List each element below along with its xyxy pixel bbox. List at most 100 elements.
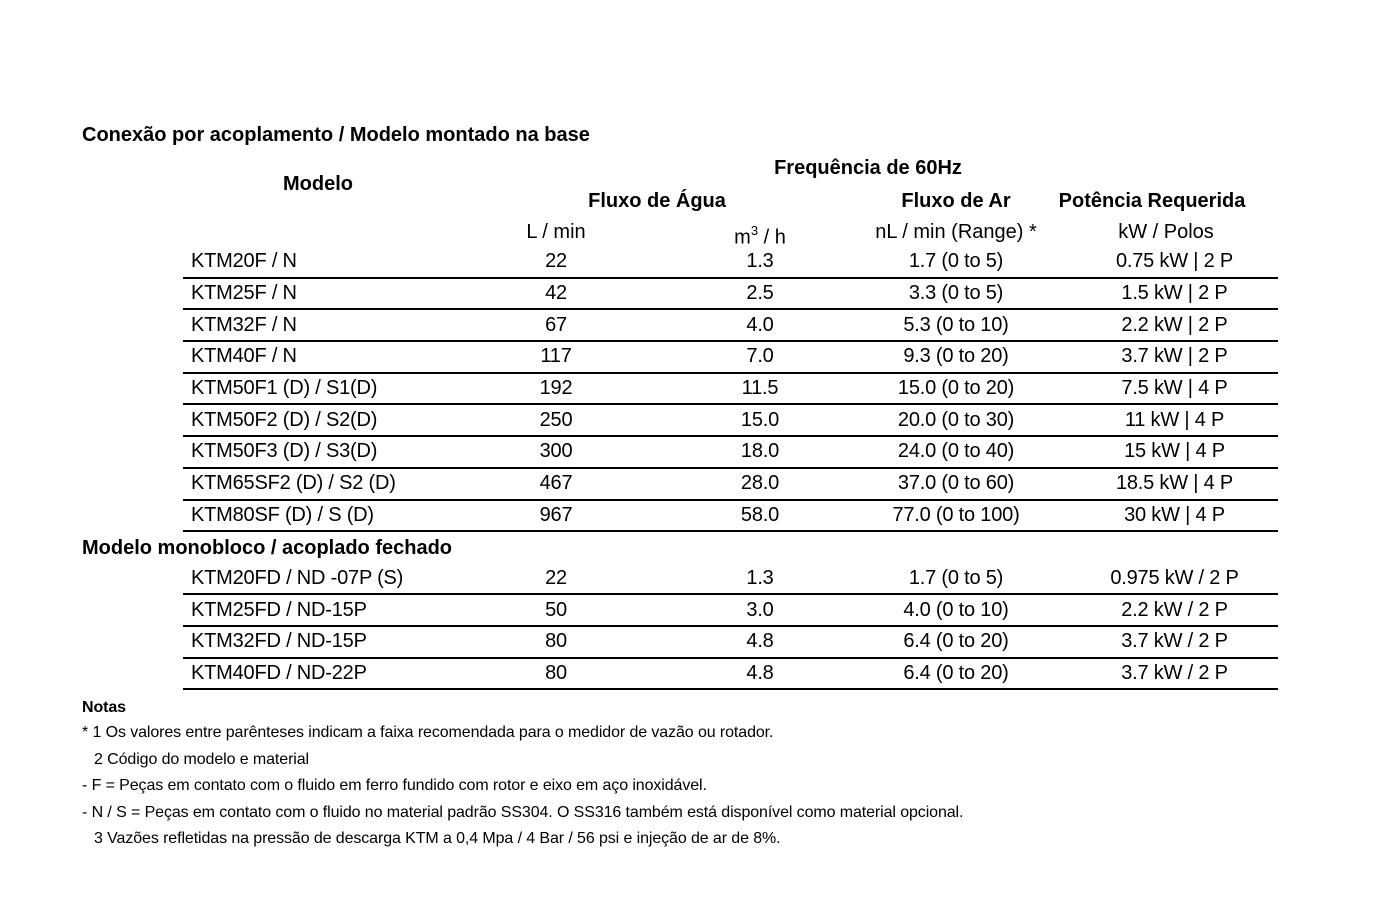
cell-model: KTM25F / N [191,282,297,305]
cell-nl-min: 1.7 (0 to 5) [908,566,1004,589]
cell-m3-h: 11.5 [741,377,779,400]
cell-l-min: 250 [539,408,573,431]
cell-kw-polos: 2.2 kW | 2 P [1121,313,1228,336]
cell-l-min: 117 [540,345,572,368]
cell-l-min: 42 [545,282,567,305]
cell-nl-min: 37.0 (0 to 60) [897,472,1015,495]
notes-block: Notas * 1 Os valores entre parênteses in… [82,696,963,853]
cell-m3-h: 15.0 [740,408,780,431]
table-row: KTM20F / N 22 1.3 1.7 (0 to 5) 0.75 kW | 2 P [183,247,1278,279]
cell-model: KTM32F / N [191,313,297,336]
cell-m3-h: 3.0 [746,598,774,621]
cell-kw-polos: 0.975 kW / 2 P [1110,566,1239,589]
cell-m3-h: 2.5 [746,282,774,305]
cell-nl-min: 24.0 (0 to 40) [897,440,1015,463]
note-line: - F = Peças em contato com o fluido em f… [82,777,707,795]
cell-m3-h: 4.8 [746,630,774,653]
table-row: KTM32F / N 67 4.0 5.3 (0 to 10) 2.2 kW | 2 P [183,310,1278,343]
table-row: KTM65SF2 (D) / S2 (D) 467 28.0 37.0 (0 to 6… [183,469,1278,501]
cell-model: KTM20F / N [191,250,297,273]
table-row: KTM80SF (D) / S (D) 967 58.0 77.0 (0 to 100… [183,501,1278,533]
cell-m3-h: 4.8 [746,661,774,684]
cell-l-min: 192 [539,377,573,400]
cell-kw-polos: 18.5 kW | 4 P [1115,472,1234,495]
cell-l-min: 967 [539,503,573,526]
unit-m3-h: m3 / h [734,221,786,249]
unit-m3-rest: / h [758,226,786,249]
cell-l-min: 80 [545,630,567,653]
unit-m3-base: m [734,226,751,249]
cell-l-min: 50 [545,598,567,621]
table-row: KTM20FD / ND -07P (S) 22 1.3 1.7 (0 to 5) 0.… [183,564,1278,596]
unit-kw-polos: kW / Polos [1118,221,1214,243]
cell-nl-min: 3.3 (0 to 5) [908,282,1004,305]
cell-l-min: 467 [539,472,573,495]
table-section-base-mounted: KTM20F / N 22 1.3 1.7 (0 to 5) 0.75 kW | 2 P… [183,247,1278,533]
cell-m3-h: 58.0 [740,503,780,526]
table-row: KTM32FD / ND-15P 80 4.8 6.4 (0 to 20) 3.7 kW… [183,627,1278,659]
cell-nl-min: 20.0 (0 to 30) [897,408,1015,431]
notes-title: Notas [82,699,126,716]
table-row: KTM50F2 (D) / S2(D) 250 15.0 20.0 (0 to 30)… [183,405,1278,438]
cell-kw-polos: 15 kW | 4 P [1124,440,1225,463]
cell-kw-polos: 3.7 kW / 2 P [1121,661,1228,684]
cell-model: KTM20FD / ND -07P (S) [191,566,404,589]
cell-l-min: 67 [545,313,567,336]
cell-nl-min: 5.3 (0 to 10) [903,313,1009,336]
cell-l-min: 80 [545,661,567,684]
cell-l-min: 22 [545,250,567,273]
note-line: 2 Código do modelo e material [94,750,310,768]
cell-nl-min: 4.0 (0 to 10) [903,598,1009,621]
cell-nl-min: 6.4 (0 to 20) [903,630,1009,653]
cell-kw-polos: 1.5 kW | 2 P [1121,282,1228,305]
table-row: KTM50F1 (D) / S1(D) 192 11.5 15.0 (0 to 20)… [183,374,1278,406]
cell-model: KTM50F2 (D) / S2(D) [191,408,378,431]
cell-nl-min: 15.0 (0 to 20) [897,377,1015,400]
header-power: Potência Requerida [1058,190,1246,212]
header-water-flow: Fluxo de Água [588,190,726,212]
cell-model: KTM50F3 (D) / S3(D) [191,440,378,463]
unit-l-min: L / min [526,221,586,243]
table-row: KTM25FD / ND-15P 50 3.0 4.0 (0 to 10) 2.2 kW… [183,595,1278,627]
cell-model: KTM65SF2 (D) / S2 (D) [191,472,396,495]
note-line: - N / S = Peças em contato com o fluido … [82,803,964,821]
cell-m3-h: 1.3 [746,250,774,273]
cell-model: KTM25FD / ND-15P [191,598,367,621]
cell-nl-min: 1.7 (0 to 5) [908,250,1004,273]
notes-lines: * 1 Os valores entre parênteses indicam … [82,720,963,853]
cell-m3-h: 1.3 [746,566,774,589]
table-section-monobloc: KTM20FD / ND -07P (S) 22 1.3 1.7 (0 to 5) 0.… [183,564,1278,691]
page-title: Conexão por acoplamento / Modelo montado… [82,124,590,146]
cell-kw-polos: 30 kW | 4 P [1124,503,1225,526]
cell-model: KTM40F / N [191,345,297,368]
section-title-monobloc: Modelo monobloco / acoplado fechado [82,537,453,559]
cell-l-min: 22 [545,566,567,589]
cell-kw-polos: 3.7 kW / 2 P [1121,630,1228,653]
cell-nl-min: 9.3 (0 to 20) [903,345,1009,368]
table-row: KTM40F / N 117 7.0 9.3 (0 to 20) 3.7 kW | 2 … [183,342,1278,374]
table-row: KTM50F3 (D) / S3(D) 300 18.0 24.0 (0 to 40)… [183,437,1278,469]
cell-kw-polos: 0.75 kW | 2 P [1115,250,1234,273]
cell-model: KTM32FD / ND-15P [191,630,367,653]
header-frequency: Frequência de 60Hz [774,157,962,179]
cell-m3-h: 28.0 [740,472,780,495]
cell-m3-h: 7.0 [746,345,774,368]
header-air-flow: Fluxo de Ar [901,190,1011,212]
cell-nl-min: 77.0 (0 to 100) [892,503,1020,526]
cell-model: KTM80SF (D) / S (D) [191,503,374,526]
cell-model: KTM40FD / ND-22P [191,661,367,684]
cell-kw-polos: 2.2 kW / 2 P [1121,598,1228,621]
cell-nl-min: 6.4 (0 to 20) [903,661,1009,684]
cell-l-min: 300 [539,440,573,463]
note-line: 3 Vazões refletidas na pressão de descar… [94,830,781,848]
cell-m3-h: 18.0 [740,440,780,463]
table-row: KTM25F / N 42 2.5 3.3 (0 to 5) 1.5 kW | 2 P [183,279,1278,311]
cell-model: KTM50F1 (D) / S1(D) [191,377,378,400]
cell-kw-polos: 3.7 kW | 2 P [1121,345,1228,368]
header-model: Modelo [283,173,353,195]
table-row: KTM40FD / ND-22P 80 4.8 6.4 (0 to 20) 3.7 kW… [183,659,1278,691]
cell-kw-polos: 7.5 kW | 4 P [1121,377,1228,400]
unit-m3-superscript: 3 [750,223,759,238]
cell-kw-polos: 11 kW | 4 P [1124,408,1225,431]
cell-m3-h: 4.0 [746,313,774,336]
